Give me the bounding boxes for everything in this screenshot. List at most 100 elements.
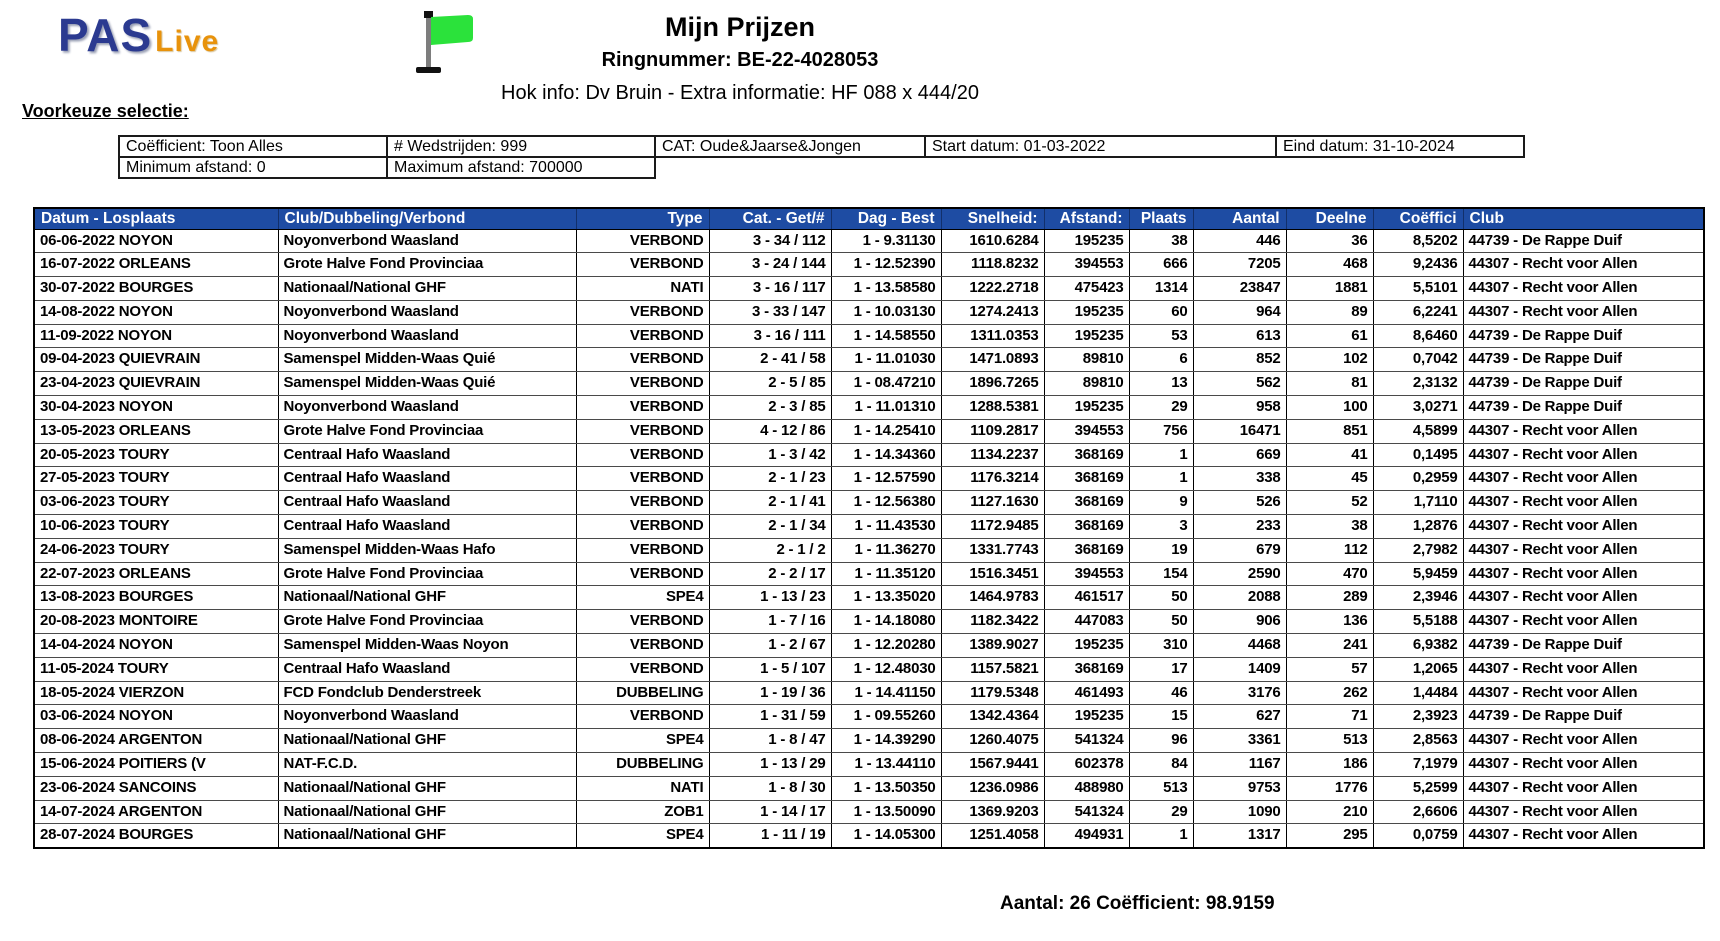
table-cell: 368169: [1043, 537, 1130, 563]
table-cell: 5,9459: [1372, 561, 1464, 587]
table-row: 11-05-2024 TOURY Centraal Hafo Waasland VE…: [33, 656, 1705, 682]
table-cell: NATI: [575, 775, 710, 801]
table-cell: Nationaal/National GHF: [277, 823, 577, 849]
table-cell: 16-07-2022 ORLEANS: [33, 252, 279, 278]
table-cell: 28-07-2024 BOURGES: [33, 823, 279, 849]
table-cell: 394553: [1043, 418, 1130, 444]
table-cell: 368169: [1043, 514, 1130, 539]
table-cell: 447083: [1043, 609, 1130, 635]
table-cell: Centraal Hafo Waasland: [277, 466, 577, 492]
table-cell: 295: [1285, 823, 1374, 849]
table-cell: 2,3946: [1372, 585, 1464, 611]
table-cell: 30-07-2022 BOURGES: [33, 276, 279, 301]
table-cell: 44739 - De Rappe Duif: [1462, 633, 1705, 658]
table-cell: 602378: [1043, 752, 1130, 777]
table-cell: 44307 - Recht voor Allen: [1462, 823, 1705, 849]
table-row: 30-07-2022 BOURGES Nationaal/National GHF…: [33, 276, 1705, 301]
table-row: 14-04-2024 NOYON Samenspel Midden-Waas No…: [33, 633, 1705, 658]
table-cell: 475423: [1043, 276, 1130, 301]
column-header: Dag - Best: [830, 207, 942, 230]
table-cell: 1 - 11.01310: [830, 395, 942, 420]
table-cell: 3,0271: [1372, 395, 1464, 420]
table-cell: 38: [1128, 228, 1194, 254]
filter-cell: Minimum afstand: 0: [118, 156, 388, 179]
hok-info: Hok info: Dv Bruin - Extra informatie: H…: [501, 82, 979, 104]
column-header: Aantal: [1192, 207, 1287, 230]
table-cell: 1,4484: [1372, 680, 1464, 706]
table-cell: 186: [1285, 752, 1374, 777]
table-cell: 4,5899: [1372, 418, 1464, 444]
table-cell: 44739 - De Rappe Duif: [1462, 395, 1705, 420]
table-cell: 1222.2718: [940, 276, 1045, 301]
table-cell: 6,2241: [1372, 299, 1464, 325]
table-cell: 1179.5348: [940, 680, 1045, 706]
table-row: 23-06-2024 SANCOINS Nationaal/National GH…: [33, 775, 1705, 801]
table-cell: 1157.5821: [940, 656, 1045, 682]
table-cell: 1090: [1192, 799, 1287, 825]
table-cell: 1 - 14.18080: [830, 609, 942, 635]
table-cell: 1317: [1192, 823, 1287, 849]
table-cell: DUBBELING: [575, 752, 710, 777]
table-row: 11-09-2022 NOYON Noyonverbond Waasland VER…: [33, 323, 1705, 349]
table-cell: ZOB1: [575, 799, 710, 825]
table-cell: 0,1495: [1372, 442, 1464, 468]
table-cell: 1: [1128, 442, 1194, 468]
filter-table: Coëfficient: Toon Alles # Wedstrijden: 99…: [118, 135, 1525, 179]
table-cell: Nationaal/National GHF: [277, 585, 577, 611]
table-cell: 14-04-2024 NOYON: [33, 633, 279, 658]
table-cell: 44307 - Recht voor Allen: [1462, 442, 1705, 468]
table-row: 22-07-2023 ORLEANS Grote Halve Fond Provi…: [33, 561, 1705, 587]
table-row: 09-04-2023 QUIEVRAIN Samenspel Midden-Waa…: [33, 347, 1705, 373]
table-cell: 613: [1192, 323, 1287, 349]
column-header: Datum - Losplaats: [33, 207, 279, 230]
table-cell: 3361: [1192, 728, 1287, 754]
table-cell: 1288.5381: [940, 395, 1045, 420]
table-row: 20-05-2023 TOURY Centraal Hafo Waasland VE…: [33, 442, 1705, 468]
table-row: 24-06-2023 TOURY Samenspel Midden-Waas Ha…: [33, 537, 1705, 563]
table-cell: 44307 - Recht voor Allen: [1462, 252, 1705, 278]
table-cell: 1 - 09.55260: [830, 704, 942, 730]
table-cell: VERBOND: [575, 371, 710, 397]
table-cell: 2 - 41 / 58: [708, 347, 832, 373]
table-cell: 1 - 11.43530: [830, 514, 942, 539]
table-cell: 1251.4058: [940, 823, 1045, 849]
table-cell: 1 - 14.58550: [830, 323, 942, 349]
table-cell: 1172.9485: [940, 514, 1045, 539]
table-row: 03-06-2023 TOURY Centraal Hafo Waasland VE…: [33, 490, 1705, 516]
table-cell: 461493: [1043, 680, 1130, 706]
logo-live-text: Live: [155, 25, 220, 58]
table-cell: Nationaal/National GHF: [277, 799, 577, 825]
table-cell: 44739 - De Rappe Duif: [1462, 371, 1705, 397]
table-cell: 562: [1192, 371, 1287, 397]
table-cell: 18-05-2024 VIERZON: [33, 680, 279, 706]
pas-live-logo[interactable]: PAS Live: [58, 8, 219, 62]
table-cell: 9753: [1192, 775, 1287, 801]
summary-totals: Aantal: 26 Coëfficient: 98.9159: [1000, 893, 1275, 914]
table-cell: 11-05-2024 TOURY: [33, 656, 279, 682]
table-cell: 19: [1128, 537, 1194, 563]
table-cell: 23-06-2024 SANCOINS: [33, 775, 279, 801]
table-cell: 1 - 10.03130: [830, 299, 942, 325]
table-row: 20-08-2023 MONTOIRE Grote Halve Fond Prov…: [33, 609, 1705, 635]
column-header: Plaats: [1128, 207, 1194, 230]
filter-cell: Coëfficient: Toon Alles: [118, 135, 388, 158]
table-cell: 1 - 31 / 59: [708, 704, 832, 730]
table-cell: VERBOND: [575, 347, 710, 373]
table-cell: Noyonverbond Waasland: [277, 299, 577, 325]
table-cell: 61: [1285, 323, 1374, 349]
table-row: 08-06-2024 ARGENTON Nationaal/National GH…: [33, 728, 1705, 754]
table-cell: NAT-F.C.D.: [277, 752, 577, 777]
column-header: Type: [575, 207, 710, 230]
table-cell: 1409: [1192, 656, 1287, 682]
table-cell: VERBOND: [575, 537, 710, 563]
table-cell: 23847: [1192, 276, 1287, 301]
table-cell: 0,0759: [1372, 823, 1464, 849]
table-cell: 1 - 12.52390: [830, 252, 942, 278]
table-cell: 1 - 14.39290: [830, 728, 942, 754]
table-cell: 1 - 8 / 30: [708, 775, 832, 801]
table-cell: VERBOND: [575, 228, 710, 254]
table-cell: 44307 - Recht voor Allen: [1462, 799, 1705, 825]
table-cell: 513: [1285, 728, 1374, 754]
table-cell: 1369.9203: [940, 799, 1045, 825]
